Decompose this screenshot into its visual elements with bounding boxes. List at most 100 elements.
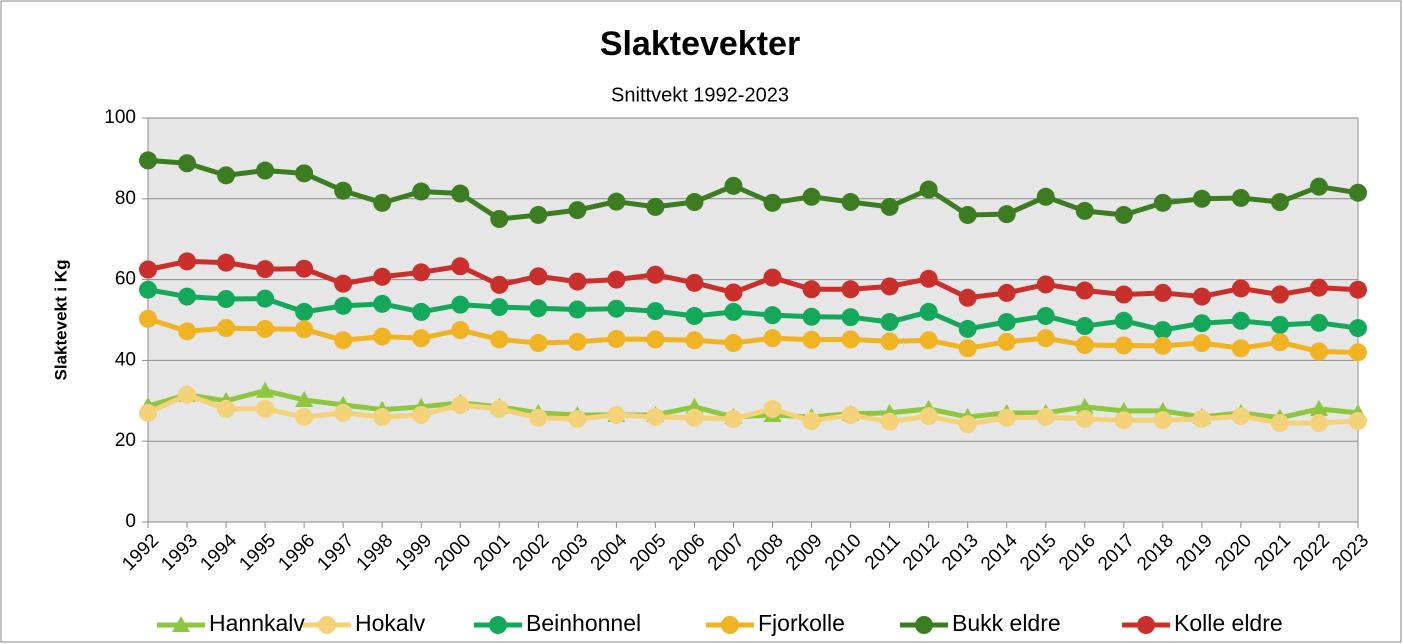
data-point: [1192, 287, 1211, 306]
data-point: [490, 399, 509, 418]
legend-marker: [1137, 616, 1155, 634]
chart-subtitle: Snittvekt 1992-2023: [611, 84, 789, 106]
data-point: [256, 381, 275, 398]
data-point: [607, 405, 626, 424]
data-point: [529, 334, 548, 353]
data-point: [1192, 409, 1211, 428]
data-point: [1270, 333, 1289, 352]
data-point: [1075, 397, 1094, 414]
data-point: [1192, 314, 1211, 333]
data-point: [763, 329, 782, 348]
data-point: [1270, 193, 1289, 212]
data-point: [568, 272, 587, 291]
data-point: [646, 265, 665, 284]
data-point: [529, 205, 548, 224]
data-point: [1231, 407, 1250, 426]
data-point: [217, 253, 236, 272]
legend-label: Kolle eldre: [1174, 610, 1283, 636]
data-point: [412, 329, 431, 348]
data-point: [685, 273, 704, 292]
legend-marker: [172, 616, 190, 632]
data-point: [607, 192, 626, 211]
data-point: [1114, 311, 1133, 330]
data-point: [1153, 411, 1172, 430]
data-point: [841, 405, 860, 424]
data-point: [178, 252, 197, 271]
data-point: [763, 306, 782, 325]
data-point: [1231, 311, 1250, 330]
data-point: [178, 287, 197, 306]
data-point: [256, 161, 275, 180]
data-point: [490, 298, 509, 317]
data-point: [724, 283, 743, 302]
data-point: [880, 277, 899, 296]
data-point: [841, 193, 860, 212]
data-point: [1231, 188, 1250, 207]
data-point: [919, 180, 938, 199]
data-point: [529, 408, 548, 427]
data-point: [1036, 306, 1055, 325]
data-point: [1153, 336, 1172, 355]
data-point: [139, 260, 157, 279]
data-point: [1114, 285, 1133, 304]
data-point: [178, 154, 197, 173]
data-point: [1036, 329, 1055, 348]
data-point: [1231, 279, 1250, 298]
data-point: [919, 407, 938, 426]
data-point: [1349, 183, 1367, 202]
data-point: [763, 193, 782, 212]
y-tick-label: 0: [125, 511, 136, 532]
data-point: [997, 283, 1016, 302]
data-point: [256, 319, 275, 338]
data-point: [919, 269, 938, 288]
data-point: [958, 415, 977, 434]
data-point: [1075, 317, 1094, 336]
data-point: [490, 210, 509, 228]
data-point: [1309, 414, 1328, 433]
data-point: [685, 193, 704, 212]
data-point: [373, 267, 392, 286]
data-point: [568, 409, 587, 428]
data-point: [334, 181, 353, 200]
data-point: [490, 275, 509, 294]
data-point: [412, 302, 431, 321]
data-point: [1349, 319, 1367, 338]
data-point: [139, 309, 157, 328]
data-point: [646, 407, 665, 426]
data-point: [841, 308, 860, 327]
data-point: [1153, 193, 1172, 212]
data-point: [802, 307, 821, 326]
data-point: [1349, 280, 1367, 299]
y-tick-label: 80: [115, 188, 136, 209]
data-point: [178, 322, 197, 341]
data-point: [646, 302, 665, 321]
data-point: [880, 412, 899, 431]
data-point: [607, 299, 626, 318]
data-point: [373, 294, 392, 313]
legend-label: Hannkalv: [209, 610, 305, 636]
data-point: [1309, 313, 1328, 332]
data-point: [1036, 187, 1055, 206]
data-point: [1114, 411, 1133, 430]
data-point: [997, 205, 1016, 224]
chart-title: Slaktevekter: [600, 25, 800, 63]
data-point: [802, 187, 821, 206]
data-point: [139, 280, 157, 299]
data-point: [451, 321, 470, 340]
data-point: [841, 280, 860, 299]
data-point: [295, 390, 314, 407]
data-point: [1075, 201, 1094, 220]
data-point: [1270, 414, 1289, 433]
data-point: [646, 197, 665, 216]
data-point: [685, 331, 704, 350]
data-point: [256, 260, 275, 279]
plot-area: [147, 117, 1359, 523]
data-point: [802, 330, 821, 349]
y-axis-label: Slaktevekt i Kg: [51, 260, 70, 381]
data-point: [295, 407, 314, 426]
legend-marker: [915, 616, 933, 634]
data-point: [412, 263, 431, 282]
data-point: [841, 330, 860, 349]
data-point: [1075, 281, 1094, 300]
